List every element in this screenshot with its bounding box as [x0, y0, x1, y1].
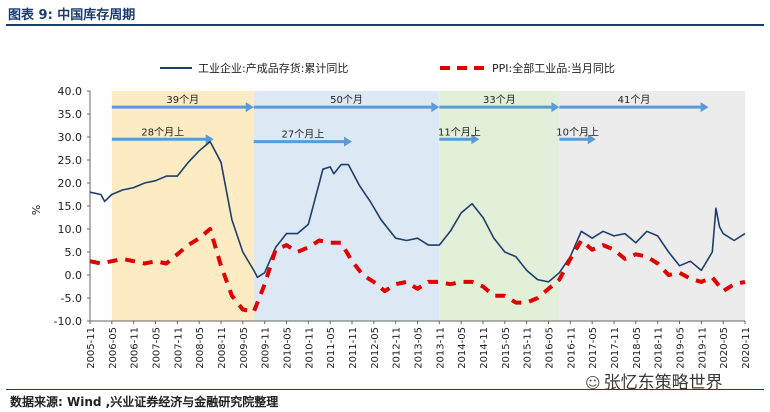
x-tick-label: 2010-11 [304, 327, 315, 369]
y-tick-label: 10.0 [58, 223, 83, 236]
y-tick-label: -10.0 [54, 315, 82, 328]
cycle-arrow-head [344, 136, 352, 147]
cycle-arrow-head [700, 102, 709, 113]
x-tick-label: 2006-11 [130, 327, 141, 369]
x-tick-label: 2020-11 [741, 327, 752, 369]
x-tick-label: 2017-05 [588, 327, 599, 369]
phase-band-2 [253, 91, 440, 321]
cycle-label: 27个月上 [282, 129, 325, 141]
phase-band-1 [111, 91, 254, 321]
x-tick-label: 2013-11 [435, 327, 446, 369]
x-tick-label: 2011-05 [326, 327, 337, 369]
y-tick-label: 35.0 [58, 108, 83, 121]
x-tick-label: 2008-11 [217, 327, 228, 369]
x-tick-label: 2012-05 [370, 327, 381, 369]
legend-label-inventory: 工业企业:产成品存货:累计同比 [198, 61, 348, 75]
x-tick-label: 2012-11 [392, 327, 403, 369]
title-divider [6, 24, 764, 26]
x-tick-label: 2008-05 [195, 327, 206, 369]
y-tick-label: 40.0 [58, 85, 83, 98]
y-tick-label: 30.0 [58, 131, 83, 144]
phase-band-3 [439, 91, 560, 321]
y-axis-label: % [30, 205, 43, 215]
watermark: ☺ 张忆东策略世界 [585, 368, 723, 393]
data-source: 数据来源: Wind ,兴业证券经济与金融研究院整理 [10, 395, 279, 409]
cycle-label: 28个月上 [141, 126, 184, 138]
x-tick-label: 2009-11 [261, 327, 272, 369]
x-tick-label: 2009-05 [239, 327, 250, 369]
x-tick-label: 2016-05 [545, 327, 556, 369]
x-tick-label: 2015-05 [501, 327, 512, 369]
x-tick-label: 2007-11 [173, 327, 184, 369]
inventory-series-line [89, 140, 746, 283]
footer-divider [6, 389, 764, 390]
x-tick-label: 2005-11 [86, 327, 97, 369]
cycle-arrow-head [205, 134, 214, 145]
wechat-icon: ☺ [585, 374, 601, 392]
x-tick-label: 2010-05 [283, 327, 294, 369]
x-tick-label: 2006-05 [108, 327, 119, 369]
cycle-arrow-head [431, 102, 440, 113]
x-tick-label: 2015-11 [523, 327, 534, 369]
x-tick-label: 2007-05 [152, 327, 163, 369]
cycle-label: 41个月 [618, 94, 651, 106]
y-tick-label: 25.0 [58, 154, 83, 167]
x-tick-label: 2011-11 [348, 327, 359, 369]
cycle-arrow-head [471, 134, 480, 145]
y-tick-label: -5.0 [61, 292, 82, 305]
x-tick-label: 2019-11 [697, 327, 708, 369]
ppi-series-line [89, 227, 746, 314]
y-tick-label: 15.0 [58, 200, 83, 213]
chart-legend: 工业企业:产成品存货:累计同比 PPI:全部工业品:当月同比 [160, 61, 615, 75]
watermark-text: 张忆东策略世界 [603, 373, 723, 393]
cycle-annotations: 39个月 28个月上 50个月 27个月上 33个月 11个月上 41个月 10个月上 [111, 94, 709, 147]
cycle-label: 39个月 [166, 94, 199, 106]
cycle-label: 10个月上 [556, 126, 599, 138]
x-tick-label: 2020-05 [719, 327, 730, 369]
x-tick-label: 2018-11 [654, 327, 665, 369]
y-tick-label: 0.0 [65, 269, 83, 282]
x-tick-label: 2014-05 [457, 327, 468, 369]
y-tick-label: 5.0 [65, 246, 83, 259]
y-tick-label: 20.0 [58, 177, 83, 190]
chart-axes: 40.0 35.0 30.0 25.0 20.0 15.0 10.0 5.0 0.0 -5.0 -1… [30, 85, 752, 369]
cycle-label: 50个月 [330, 94, 363, 106]
x-tick-label: 2018-05 [632, 327, 643, 369]
legend-label-ppi: PPI:全部工业品:当月同比 [492, 61, 615, 75]
figure-title: 图表 9: 中国库存周期 [8, 8, 136, 23]
data-lines [89, 140, 746, 314]
phase-bands [111, 91, 745, 321]
cycle-label: 33个月 [483, 94, 516, 106]
x-tick-label: 2013-05 [414, 327, 425, 369]
x-tick-label: 2016-11 [566, 327, 577, 369]
cycle-arrow-head [245, 102, 254, 113]
x-tick-label: 2019-05 [676, 327, 687, 369]
cycle-arrow-head [551, 102, 560, 113]
cycle-arrow-head [587, 134, 596, 145]
cycle-label: 11个月上 [438, 126, 481, 138]
x-tick-label: 2017-11 [610, 327, 621, 369]
x-tick-label: 2014-11 [479, 327, 490, 369]
